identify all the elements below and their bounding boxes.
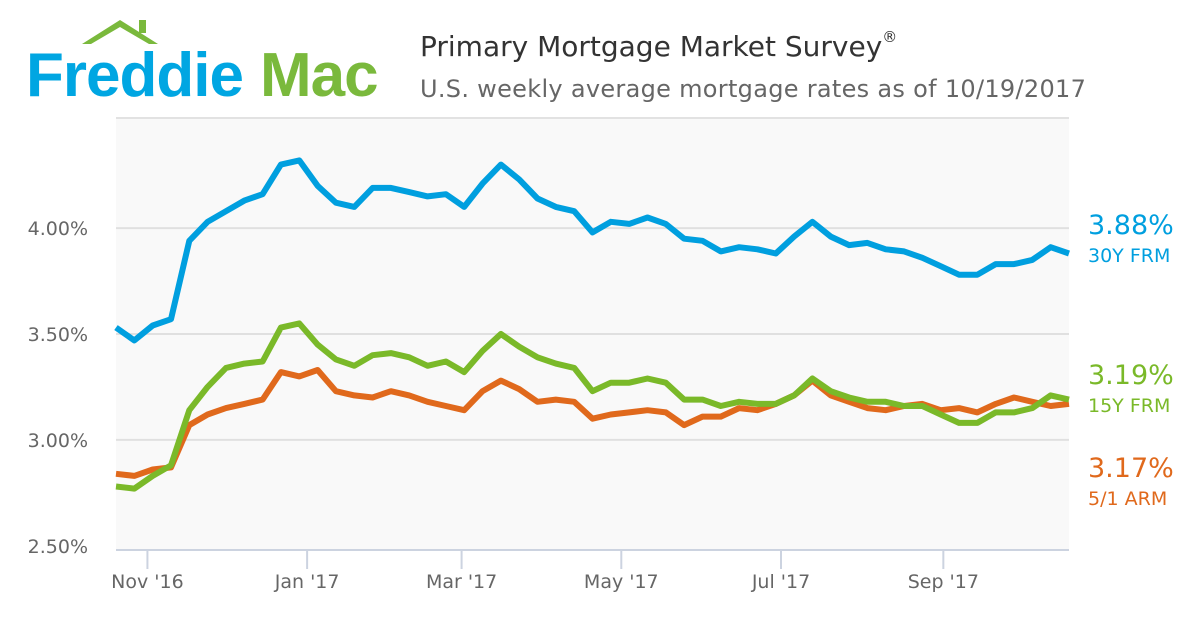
x-tick-label: Mar '17 <box>426 571 497 593</box>
logo-text-mac: Mac <box>260 41 378 104</box>
series-last-value: 3.17% <box>1088 453 1174 484</box>
freddie-mac-logo: Freddie Mac <box>26 20 379 104</box>
y-tick-label: 3.50% <box>28 324 88 346</box>
logo-text-freddie: Freddie <box>26 41 243 104</box>
x-tick-label: Nov '16 <box>111 571 184 593</box>
y-tick-label: 3.00% <box>28 430 88 452</box>
logo-chimney-icon <box>139 20 146 33</box>
series-name-label: 5/1 ARM <box>1088 488 1167 510</box>
chart-title-text: Primary Mortgage Market Survey <box>420 30 883 63</box>
x-tick-label: Jul '17 <box>751 571 810 593</box>
series-name-label: 15Y FRM <box>1088 395 1170 417</box>
chart-title: Primary Mortgage Market Survey® <box>420 28 898 63</box>
y-tick-label: 4.00% <box>28 218 88 240</box>
series-last-value: 3.19% <box>1088 360 1174 391</box>
x-tick-label: May '17 <box>584 571 659 593</box>
y-tick-label: 2.50% <box>28 536 88 558</box>
series-name-label: 30Y FRM <box>1088 245 1170 267</box>
x-tick-label: Sep '17 <box>908 571 979 593</box>
chart-subtitle: U.S. weekly average mortgage rates as of… <box>420 75 1087 103</box>
registered-mark: ® <box>882 28 898 46</box>
series-last-value: 3.88% <box>1088 210 1174 241</box>
x-tick-label: Jan '17 <box>274 571 340 593</box>
logo-roof-icon <box>82 20 158 44</box>
